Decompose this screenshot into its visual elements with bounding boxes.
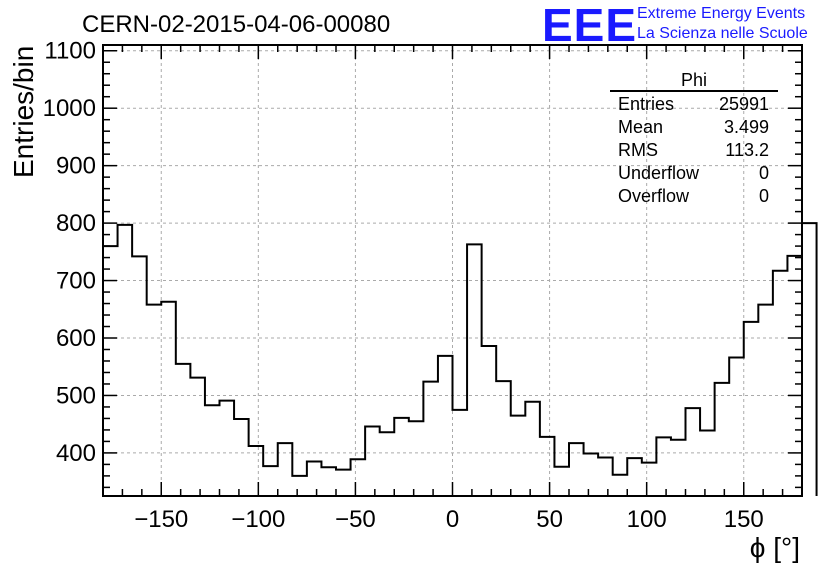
histogram-bin — [234, 419, 249, 496]
histogram-bin — [729, 358, 744, 496]
histogram-bin — [773, 271, 788, 496]
histogram-bin — [278, 443, 293, 496]
histogram-bin — [642, 463, 657, 496]
y-tick-label: 600 — [56, 325, 96, 352]
histogram-bin — [423, 382, 438, 496]
x-tick-label: −150 — [134, 506, 188, 533]
histogram-bin — [496, 381, 511, 496]
histogram-bin — [292, 476, 307, 496]
histogram-bin — [438, 356, 453, 496]
histogram-bin — [482, 346, 497, 496]
histogram-bin — [409, 421, 424, 496]
histogram-bin — [161, 302, 176, 496]
stats-value: 0 — [759, 186, 769, 206]
histogram-bin — [700, 431, 715, 496]
y-tick-label: 800 — [56, 210, 96, 237]
histogram-bin — [380, 432, 395, 496]
histogram-bin — [147, 305, 162, 496]
y-tick-label: 900 — [56, 153, 96, 180]
x-tick-label: 100 — [627, 506, 667, 533]
histogram-bin — [176, 364, 191, 496]
histogram-bin — [554, 467, 569, 496]
y-tick-label: 1100 — [44, 38, 96, 65]
histogram-bin — [613, 475, 628, 496]
histogram-bin — [336, 470, 351, 496]
y-tick-label: 700 — [56, 268, 96, 295]
x-tick-label: 50 — [536, 506, 563, 533]
histogram-bin — [307, 462, 322, 496]
histogram-bin — [744, 322, 759, 496]
stats-label: RMS — [618, 140, 658, 160]
y-tick-label: 500 — [56, 382, 96, 409]
histogram-bin — [627, 458, 642, 496]
run-title: CERN-02-2015-04-06-00080 — [82, 11, 391, 38]
histogram-bin — [321, 467, 336, 496]
histogram-bin — [511, 416, 526, 496]
histogram-bin — [758, 305, 773, 496]
histogram-bin — [394, 418, 409, 496]
y-tick-label: 1000 — [43, 95, 96, 122]
logo-line-2: La Scienza nelle Scuole — [637, 25, 808, 42]
histogram-bin — [103, 246, 118, 496]
histogram-bin — [249, 446, 264, 496]
stats-value: 3.499 — [724, 117, 769, 137]
histogram-bin — [540, 437, 555, 496]
histogram-bin — [686, 408, 701, 496]
x-axis-label: ϕ [°] — [749, 532, 800, 563]
y-tick-label: 400 — [56, 440, 96, 467]
x-tick-label: 0 — [446, 506, 459, 533]
histogram-bin — [671, 440, 686, 496]
x-tick-label: −100 — [231, 506, 285, 533]
stats-label: Entries — [618, 94, 674, 114]
y-axis-label: Entries/bin — [8, 45, 39, 178]
histogram-bin — [656, 437, 671, 496]
stats-label: Mean — [618, 117, 663, 137]
histogram-bin — [205, 405, 220, 496]
histogram-bin — [598, 458, 613, 496]
histogram-series — [103, 222, 818, 496]
histogram-bin — [467, 244, 482, 496]
histogram-bin — [220, 401, 235, 496]
stats-title: Phi — [681, 70, 707, 90]
histogram-bin — [190, 378, 205, 496]
histogram-bin — [802, 223, 817, 496]
histogram-bin — [584, 453, 599, 496]
logo-line-1: Extreme Energy Events — [637, 5, 806, 22]
histogram-bin — [132, 256, 147, 496]
histogram-bin — [525, 402, 540, 496]
histogram-bin — [118, 225, 133, 496]
histogram-bin — [263, 466, 278, 496]
histogram-bin — [569, 443, 584, 496]
histogram-bin — [453, 410, 468, 496]
stats-value: 0 — [759, 163, 769, 183]
eee-logo: EEE — [542, 0, 638, 51]
histogram-bin — [351, 459, 366, 496]
histogram-bin — [365, 426, 380, 496]
stats-label: Overflow — [618, 186, 690, 206]
x-tick-label: 150 — [724, 506, 764, 533]
stats-value: 25991 — [719, 94, 769, 114]
stats-label: Underflow — [618, 163, 700, 183]
stats-value: 113.2 — [725, 140, 769, 160]
x-tick-label: −50 — [335, 506, 376, 533]
histogram-bin — [715, 383, 730, 496]
